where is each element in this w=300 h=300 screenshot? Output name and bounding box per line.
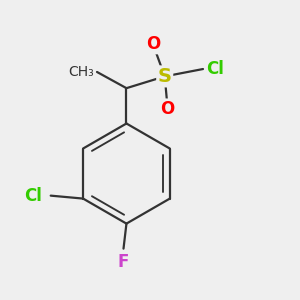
Text: Cl: Cl bbox=[206, 60, 224, 78]
Text: CH₃: CH₃ bbox=[68, 65, 94, 79]
Text: Cl: Cl bbox=[24, 187, 42, 205]
Text: S: S bbox=[158, 67, 172, 86]
Text: F: F bbox=[118, 253, 129, 271]
Text: O: O bbox=[146, 35, 160, 53]
Text: O: O bbox=[160, 100, 175, 118]
